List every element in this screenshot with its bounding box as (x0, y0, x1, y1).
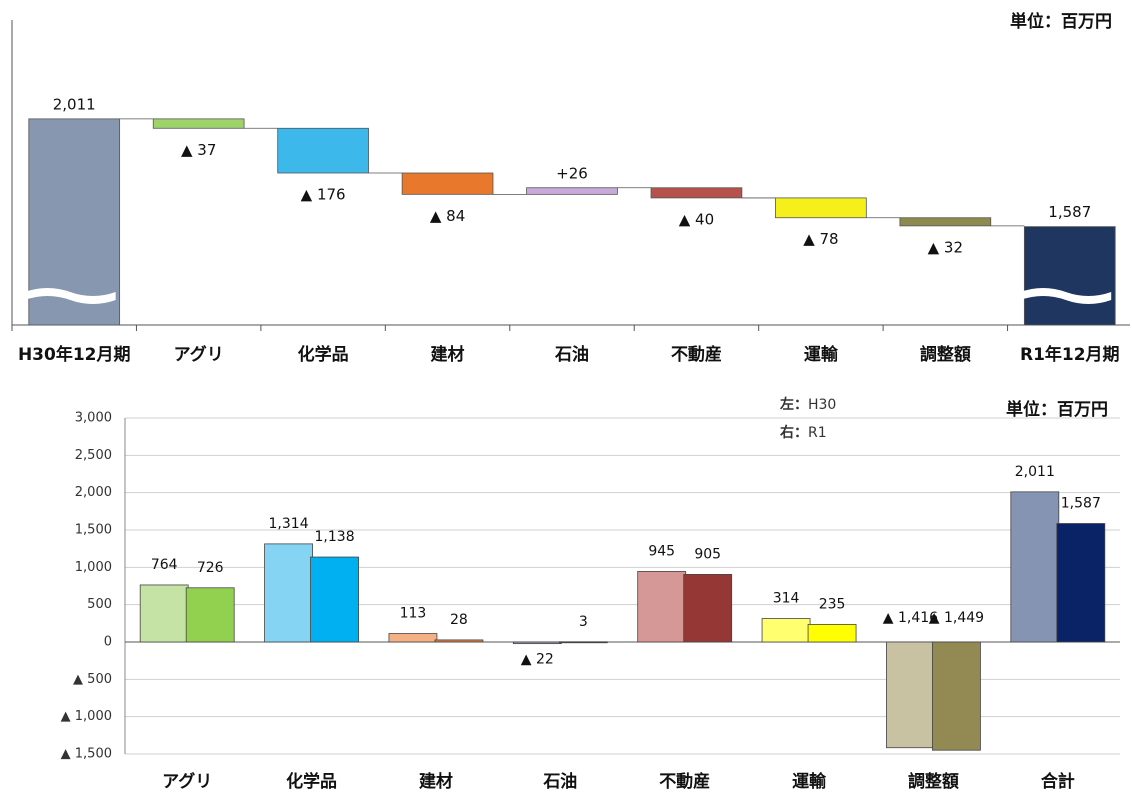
bar (310, 556, 359, 643)
x-tick-label: アグリ (162, 771, 212, 792)
value-label: ▲ 37 (181, 141, 216, 159)
bar (277, 127, 369, 174)
value-label: 2,011 (1015, 464, 1055, 480)
bar (775, 197, 867, 219)
x-tick-label: 運輸 (792, 771, 827, 792)
legend-name: H30 (808, 397, 836, 413)
legend-side: 左： (779, 396, 808, 413)
y-tick-label: ▲ 1,000 (61, 709, 112, 724)
legend-name: R1 (808, 425, 827, 441)
bar (401, 172, 494, 195)
bar (152, 118, 245, 129)
bar (1023, 226, 1116, 326)
value-label: 945 (648, 543, 675, 559)
x-tick-label: 石油 (554, 344, 589, 365)
bar (388, 633, 438, 643)
bar (683, 574, 733, 643)
value-label: 905 (694, 546, 721, 562)
legend-entry: 右：R1 (779, 424, 827, 441)
bar (512, 641, 562, 645)
unit-label: 単位：百万円 (1010, 11, 1112, 32)
y-tick-label: 500 (87, 597, 112, 612)
value-label: 314 (773, 591, 800, 607)
legend-side: 右： (779, 424, 808, 441)
value-label: +26 (556, 164, 588, 182)
bar (1010, 491, 1060, 643)
y-tick-label: ▲ 500 (73, 672, 112, 687)
value-label: ▲ 1,449 (929, 610, 984, 626)
unit-label: 単位：百万円 (1006, 399, 1108, 420)
x-tick-label: H30年12月期 (18, 344, 131, 365)
x-tick-label: 建材 (431, 344, 465, 365)
bar (807, 624, 857, 643)
bar (1056, 523, 1106, 643)
value-label: 764 (151, 557, 178, 573)
value-label: 28 (450, 612, 468, 628)
value-label: ▲ 78 (803, 230, 838, 248)
y-tick-label: 3,000 (75, 411, 112, 426)
bar (886, 641, 935, 749)
value-label: ▲ 22 (521, 652, 554, 668)
x-tick-label: 合計 (1041, 771, 1075, 792)
bar (139, 584, 189, 643)
legend-entry: 左：H30 (779, 396, 836, 413)
value-label: 235 (819, 596, 846, 612)
bar (434, 639, 484, 643)
x-tick-label: アグリ (174, 344, 224, 365)
bar (899, 217, 992, 227)
x-tick-label: 運輸 (804, 344, 839, 365)
value-label: 2,011 (53, 95, 96, 113)
axis-break (1020, 288, 1112, 304)
value-label: ▲ 1,416 (883, 610, 938, 626)
bar (650, 187, 743, 199)
value-label: ▲ 176 (301, 186, 346, 204)
bar (637, 571, 687, 643)
bar (761, 618, 811, 643)
x-tick-label: 化学品 (286, 771, 337, 792)
y-tick-label: ▲ 1,500 (61, 747, 112, 762)
x-tick-label: 調整額 (920, 344, 971, 365)
y-tick-label: 0 (104, 635, 112, 650)
value-label: 726 (197, 560, 224, 576)
value-label: ▲ 40 (679, 210, 714, 228)
value-label: 1,587 (1048, 203, 1091, 221)
x-tick-label: R1年12月期 (1020, 344, 1120, 365)
y-tick-label: 2,500 (75, 448, 112, 463)
value-label: 1,587 (1061, 496, 1101, 512)
y-tick-label: 2,000 (75, 485, 112, 500)
bar (185, 587, 235, 643)
y-tick-label: 1,500 (75, 523, 112, 538)
bar (932, 641, 981, 751)
bar (264, 543, 313, 643)
value-label: 1,314 (269, 516, 309, 532)
value-label: 3 (579, 614, 588, 630)
axis-break (24, 288, 116, 304)
y-tick-label: 1,000 (75, 560, 112, 575)
x-tick-label: 不動産 (659, 771, 710, 792)
x-tick-label: 化学品 (298, 344, 349, 365)
bar (526, 187, 618, 195)
x-tick-label: 建材 (419, 771, 453, 792)
bar (558, 641, 608, 644)
value-label: 113 (400, 606, 427, 622)
value-label: 1,138 (315, 529, 355, 545)
value-label: ▲ 84 (430, 207, 465, 225)
x-tick-label: 調整額 (908, 771, 959, 792)
x-tick-label: 石油 (542, 771, 577, 792)
x-tick-label: 不動産 (671, 344, 722, 365)
value-label: ▲ 32 (928, 238, 963, 256)
